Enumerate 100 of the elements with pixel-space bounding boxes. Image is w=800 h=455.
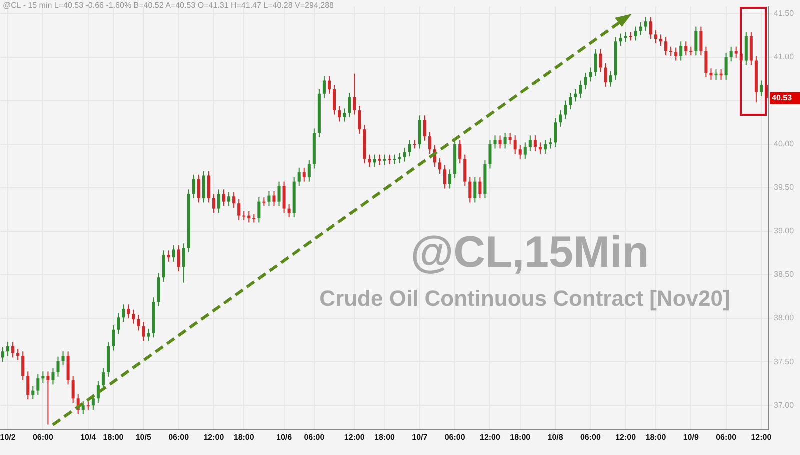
- candlestick: [197, 174, 200, 204]
- candlestick: [343, 108, 346, 122]
- candlestick: [584, 72, 588, 90]
- x-tick-label: 06:00: [168, 433, 190, 442]
- candlestick: [258, 197, 261, 224]
- candlestick: [338, 106, 342, 122]
- candlestick: [604, 62, 608, 88]
- x-tick-label: 12:00: [344, 433, 366, 442]
- candlestick: [508, 132, 512, 145]
- candlestick: [52, 368, 55, 386]
- candlestick: [538, 142, 542, 154]
- candlestick: [674, 47, 678, 62]
- candlestick: [46, 371, 50, 426]
- candlestick: [664, 36, 668, 56]
- candlestick: [438, 158, 442, 174]
- text: 40.53: [772, 93, 793, 102]
- candlestick: [373, 154, 376, 168]
- candlestick: [660, 34, 663, 46]
- candlestick: [278, 181, 281, 207]
- y-tick-label: 41.00: [774, 52, 795, 62]
- candlestick: [288, 204, 291, 218]
- candlestick: [172, 244, 176, 262]
- candlestick: [132, 309, 136, 324]
- candlestick: [167, 250, 170, 262]
- candlestick: [1, 346, 5, 363]
- candlestick: [72, 376, 75, 404]
- annotation: @CL - 15 min L=40.53 -0.66 -1.60% B=40.52 A=40.53 O=41.31 H=41.47 L=40.28 V=294,288: [3, 1, 334, 10]
- candlestick: [670, 46, 673, 57]
- candlestick: [142, 322, 146, 342]
- y-tick-label: 37.00: [774, 400, 795, 410]
- candlestick: [322, 76, 326, 99]
- x-tick-label: 10/7: [412, 433, 428, 442]
- candlestick: [147, 328, 150, 342]
- candlestick: [730, 46, 733, 62]
- candlestick: [122, 304, 126, 323]
- candlestick: [238, 198, 241, 221]
- candlestick: [710, 68, 713, 80]
- candlestick: [619, 33, 622, 46]
- candlestick: [212, 194, 216, 214]
- text: @CL,15Min: [410, 228, 650, 278]
- x-tick-label: 10/9: [683, 433, 700, 442]
- candlestick: [182, 243, 186, 284]
- candlestick: [248, 210, 251, 224]
- candlestick: [629, 32, 632, 42]
- candlestick: [448, 169, 452, 190]
- candlestick: [252, 214, 256, 224]
- x-tick-label: 18:00: [510, 433, 532, 442]
- candlestick: [228, 192, 231, 207]
- candlestick: [388, 154, 392, 165]
- candlestick: [684, 41, 688, 56]
- candlestick: [16, 348, 20, 361]
- candlestick: [32, 386, 35, 400]
- x-tick-label: 10/4: [80, 433, 97, 442]
- candlestick: [528, 135, 532, 152]
- candlestick: [403, 147, 406, 162]
- x-tick-label: 10/6: [276, 433, 293, 442]
- candlestick: [589, 67, 592, 82]
- candlestick: [554, 118, 558, 148]
- candlestick: [704, 46, 708, 78]
- candlestick: [358, 106, 362, 134]
- candlestick: [504, 132, 507, 150]
- x-tick-label: 10/5: [136, 433, 152, 442]
- x-tick-label: 18:00: [374, 433, 396, 442]
- candlestick: [117, 312, 120, 335]
- y-tick-label: 41.50: [774, 8, 795, 18]
- candlestick: [222, 189, 226, 207]
- x-tick-label: 06:00: [716, 433, 738, 442]
- y-tick-label: 40.00: [774, 140, 795, 149]
- candlestick: [217, 189, 220, 214]
- candlestick: [368, 154, 372, 168]
- y-tick-label: 37.50: [774, 357, 795, 366]
- candlestick: [644, 16, 648, 32]
- text: Crude Oil Continuous Contract [Nov20]: [320, 286, 730, 312]
- candlestick: [574, 89, 578, 102]
- candlestick: [282, 181, 286, 214]
- candlestick: [308, 160, 311, 182]
- x-tick-label: 18:00: [103, 433, 124, 442]
- candlestick: [56, 356, 60, 378]
- candlestick: [393, 154, 396, 165]
- candlestick: [634, 26, 638, 42]
- candlestick: [177, 244, 180, 272]
- candlestick: [6, 342, 10, 356]
- candlestick: [488, 140, 492, 170]
- candlestick: [137, 314, 140, 332]
- candlestick: [268, 190, 271, 207]
- candlestick: [478, 176, 482, 199]
- candlestick: [494, 135, 497, 150]
- candlestick: [192, 174, 196, 199]
- x-tick-label: 10/8: [548, 433, 564, 442]
- candlestick: [444, 164, 447, 190]
- x-tick-label: 06:00: [444, 433, 466, 442]
- candlestick: [26, 371, 30, 400]
- candlestick: [464, 154, 467, 187]
- candlestick: [724, 52, 728, 80]
- candlestick: [112, 325, 116, 352]
- candlestick: [328, 76, 331, 94]
- candlestick: [162, 250, 166, 282]
- candlestick: [518, 144, 522, 160]
- candlestick: [428, 132, 432, 154]
- candlestick: [458, 140, 462, 164]
